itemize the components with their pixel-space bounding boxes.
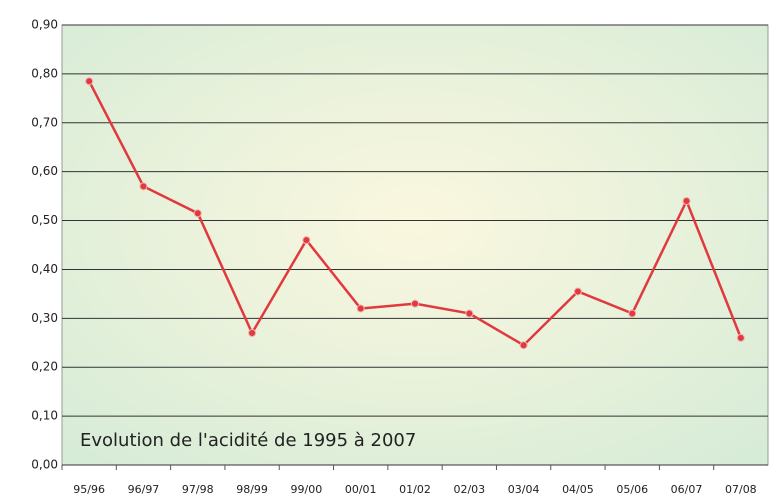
point — [628, 309, 637, 318]
x-tick-label: 00/01 — [345, 483, 377, 496]
point — [248, 329, 257, 337]
point — [411, 299, 419, 308]
point — [465, 309, 474, 318]
x-tick-label: 01/02 — [399, 483, 431, 496]
x-tick-label: 04/05 — [562, 483, 594, 496]
x-tick-label: 96/97 — [128, 483, 160, 496]
y-tick-label: 0,10 — [31, 409, 58, 423]
y-tick-label: 0,30 — [31, 311, 58, 325]
x-tick-label: 07/08 — [725, 483, 757, 496]
y-tick-label: 0,80 — [31, 66, 58, 80]
x-tick-label: 03/04 — [508, 483, 540, 496]
y-tick-label: 0,90 — [31, 18, 58, 32]
point — [519, 341, 528, 350]
x-tick-label: 05/06 — [616, 483, 648, 496]
y-tick-label: 0,40 — [31, 262, 58, 276]
x-tick-label: 99/00 — [291, 483, 323, 496]
x-tick-label: 06/07 — [671, 483, 703, 496]
point — [356, 304, 365, 313]
chart-title: Evolution de l'acidité de 1995 à 2007 — [80, 430, 416, 451]
y-tick-label: 0,50 — [31, 213, 58, 227]
point — [193, 209, 202, 218]
y-tick-label: 0,60 — [31, 164, 58, 178]
x-tick-label: 02/03 — [453, 483, 485, 496]
y-tick-label: 0,70 — [31, 115, 58, 129]
x-tick-label: 97/98 — [182, 483, 214, 496]
point — [682, 197, 691, 205]
point — [302, 236, 311, 245]
point — [736, 333, 745, 342]
point — [139, 182, 148, 191]
x-tick-label: 95/96 — [73, 483, 105, 496]
plot-area — [62, 25, 768, 465]
y-tick-label: 0,20 — [31, 360, 58, 374]
x-tick-label: 98/99 — [236, 483, 268, 496]
point — [573, 287, 582, 296]
y-tick-label: 0,00 — [31, 458, 58, 472]
point — [85, 77, 94, 86]
